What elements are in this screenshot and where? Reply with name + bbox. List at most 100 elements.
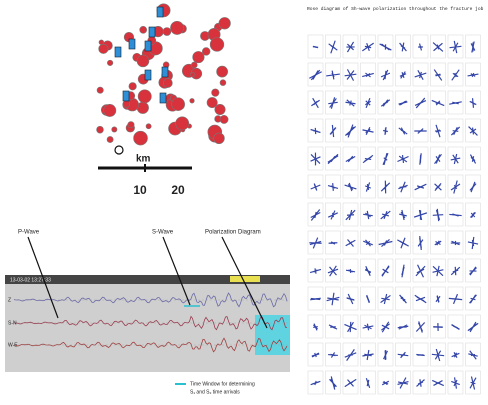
rose-stroke: [309, 72, 321, 78]
rose-stroke: [330, 327, 336, 328]
rose-stroke: [345, 74, 357, 76]
rose-stroke: [381, 100, 389, 106]
event-dot: [214, 133, 225, 144]
rose-stroke: [470, 322, 476, 332]
event-dot: [107, 136, 113, 142]
rose-stroke: [313, 98, 319, 108]
event-dot: [207, 97, 217, 107]
event-map: [97, 4, 231, 154]
rose-stroke: [451, 127, 459, 135]
event-dot: [193, 51, 205, 63]
rose-stroke: [362, 73, 374, 76]
event-dot: [134, 131, 148, 145]
event-dot: [137, 55, 149, 67]
rose-stroke: [331, 376, 335, 389]
figure: km 10 20 Rose diagram of Sh-wave polariz…: [0, 0, 488, 405]
event-dot: [140, 26, 147, 33]
rose-stroke: [419, 323, 423, 331]
rose-stroke: [347, 127, 353, 135]
rose-stroke: [315, 212, 316, 218]
event-dot: [220, 115, 228, 123]
station: [123, 91, 129, 101]
rose-stroke: [400, 187, 407, 188]
rose-stroke: [436, 103, 441, 104]
rose-stroke: [315, 353, 317, 357]
event-dot: [97, 126, 104, 133]
rose-stroke: [329, 44, 338, 50]
rose-stroke: [432, 354, 444, 355]
rose-stroke: [382, 322, 388, 332]
scale-unit: km: [136, 154, 151, 165]
rose-stroke: [398, 354, 409, 355]
station: [145, 41, 151, 51]
rose-stroke: [365, 159, 371, 160]
channel-label: Z: [8, 297, 11, 303]
event-dot: [129, 83, 137, 91]
station: [162, 67, 168, 77]
rose-stroke: [366, 240, 371, 246]
event-dot: [176, 117, 189, 130]
rose-stroke: [347, 298, 354, 300]
event-dot: [163, 27, 171, 35]
event-dot: [191, 73, 195, 77]
rose-stroke: [362, 43, 373, 51]
legend-text: Time Window for determining: [190, 381, 255, 387]
channel-label: S-N: [8, 320, 17, 326]
event-dot: [138, 90, 151, 103]
rose-stroke: [366, 378, 369, 388]
rose-stroke: [383, 153, 388, 165]
rose-stroke: [331, 156, 335, 162]
rose-stroke: [402, 265, 404, 278]
rose-stroke: [383, 269, 389, 273]
event-dot: [190, 98, 195, 103]
station: [157, 7, 163, 17]
rose-stroke: [415, 184, 427, 190]
rose-stroke: [400, 295, 407, 303]
rose-stroke: [346, 157, 355, 162]
event-dot: [104, 104, 116, 116]
scale-label: 10: [133, 183, 147, 197]
rose-stroke: [367, 324, 368, 331]
event-dot: [172, 98, 185, 111]
event-dot: [219, 17, 231, 29]
rose-stroke: [363, 214, 373, 215]
event-dot: [210, 38, 224, 52]
legend-text: S₁ and S₂ time arrivals: [190, 389, 240, 395]
event-dot: [97, 87, 103, 93]
event-dot: [107, 60, 113, 66]
rose-stroke: [367, 295, 370, 303]
marker: [115, 146, 123, 154]
station: [129, 39, 135, 49]
annotation: Polarization Diagram: [205, 230, 261, 236]
rose-stroke: [345, 353, 356, 357]
channel-label: W-E: [8, 342, 18, 348]
event-dot: [170, 21, 183, 34]
event-dot: [217, 66, 228, 77]
scale-label: 20: [171, 183, 185, 197]
rose-stroke: [416, 266, 425, 276]
event-dot: [146, 124, 151, 129]
station: [160, 93, 166, 103]
rose-stroke: [472, 73, 474, 77]
annotation: S-Wave: [152, 230, 174, 236]
rose-stroke: [399, 101, 406, 105]
rose-title: Rose diagram of Sh-wave polarization thr…: [307, 6, 484, 12]
rose-stroke: [449, 298, 462, 299]
event-dot: [123, 101, 130, 108]
rose-stroke: [346, 270, 355, 272]
event-dot: [163, 78, 172, 87]
rose-stroke: [403, 155, 404, 163]
rose-stroke: [470, 155, 475, 164]
annotation: P-Wave: [18, 230, 40, 236]
event-dot: [112, 127, 117, 132]
event-dot: [99, 44, 108, 53]
rose-stroke: [383, 131, 388, 132]
station: [115, 47, 121, 57]
rose-stroke: [401, 130, 405, 132]
event-dot: [191, 62, 197, 68]
station: [149, 27, 155, 37]
rose-stroke: [402, 43, 404, 52]
station: [145, 70, 151, 80]
rose-stroke: [473, 128, 474, 135]
rose-stroke: [436, 155, 439, 164]
